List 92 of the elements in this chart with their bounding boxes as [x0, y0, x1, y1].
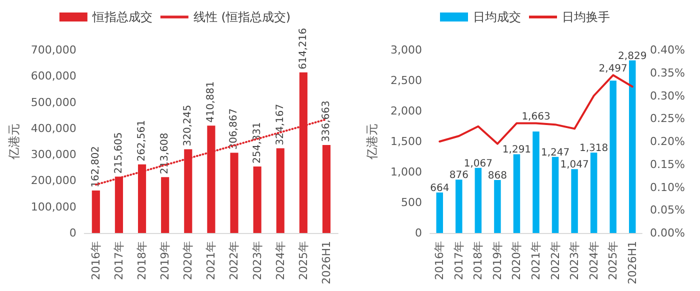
x-tick-label: 2020年	[182, 241, 195, 280]
y-tick-label: 2,500	[390, 74, 422, 87]
y-tick-label: 100,000	[30, 200, 76, 214]
x-tick-label: 2016年	[89, 241, 102, 280]
y-tick-label: 300,000	[30, 148, 76, 162]
y-tick-label: 0	[415, 226, 422, 240]
bar	[610, 80, 616, 233]
x-tick-label: 2025年	[296, 241, 310, 280]
y2-tick-label: 0.05%	[650, 204, 685, 217]
bar	[590, 152, 598, 233]
data-label: 1,067	[464, 158, 492, 170]
y-tick-label: 1,500	[390, 135, 422, 148]
x-tick-label: 2017年	[452, 241, 466, 280]
x-tick-label: 2026H1	[320, 241, 333, 284]
bar	[494, 180, 501, 233]
data-label: 215,605	[113, 132, 124, 174]
y2-tick-label: 0.15%	[650, 158, 685, 171]
bar	[456, 180, 462, 233]
x-tick-label: 2026H1	[626, 241, 639, 284]
data-label: 1,047	[560, 160, 589, 171]
data-label: 664	[430, 182, 450, 194]
legend-label: 线性 (恒指总成交)	[193, 10, 291, 24]
y2-tick-label: 0.00%	[650, 226, 685, 240]
bar	[552, 156, 559, 233]
y-tick-label: 600,000	[30, 70, 76, 83]
bar	[92, 190, 100, 233]
bar	[276, 148, 284, 233]
x-tick-label: 2024年	[274, 241, 287, 280]
data-label: 2,497	[598, 64, 628, 75]
data-label: 324,167	[274, 104, 286, 146]
y-tick-label: 500	[401, 196, 422, 209]
x-tick-label: 2022年	[548, 241, 562, 280]
bar	[628, 60, 636, 233]
y2-tick-label: 0.40%	[650, 44, 685, 56]
data-label: 336,663	[320, 100, 332, 142]
y-tick-label: 1,000	[390, 166, 422, 178]
bar	[571, 169, 578, 233]
data-label: 1,247	[540, 147, 570, 158]
x-tick-label: 2018年	[472, 241, 485, 280]
y-tick-label: 400,000	[30, 122, 76, 135]
legend-label: 日均换手	[562, 10, 610, 24]
data-label: 320,245	[182, 104, 194, 146]
data-label: 614,216	[298, 28, 309, 70]
data-label: 162,802	[90, 146, 102, 188]
y2-tick-label: 0.25%	[650, 112, 685, 126]
x-tick-label: 2021年	[530, 241, 542, 280]
x-tick-label: 2024年	[587, 241, 600, 280]
x-tick-label: 2017年	[112, 241, 126, 280]
data-label: 410,881	[206, 81, 217, 123]
y-tick-label: 2,000	[390, 104, 422, 118]
bar	[322, 144, 331, 233]
data-label: 306,867	[228, 108, 240, 150]
y-axis-title: 亿港元	[7, 124, 21, 160]
x-tick-label: 2023年	[250, 241, 264, 280]
x-tick-label: 2022年	[228, 241, 241, 280]
line-series	[438, 74, 634, 145]
y-tick-label: 500,000	[30, 96, 76, 109]
bar	[513, 154, 520, 233]
bar	[436, 192, 444, 233]
y-tick-label: 700,000	[30, 44, 76, 56]
bar	[230, 152, 238, 233]
data-label: 2,829	[618, 50, 647, 62]
data-label: 1,291	[502, 144, 532, 156]
y-tick-label: 0	[69, 226, 76, 240]
y2-tick-label: 0.20%	[650, 135, 685, 148]
y-tick-label: 200,000	[30, 174, 76, 188]
data-label: 876	[449, 170, 468, 182]
x-tick-label: 2020年	[510, 241, 524, 280]
x-tick-label: 2019年	[490, 241, 504, 280]
y-axis-title: 亿港元	[365, 124, 379, 160]
bar	[161, 177, 170, 233]
bar	[532, 132, 540, 233]
y-tick-label: 3,000	[390, 44, 422, 56]
data-label: 868	[488, 170, 507, 182]
data-label: 262,561	[136, 120, 148, 162]
y2-tick-label: 0.30%	[650, 89, 685, 102]
y2-tick-label: 0.10%	[650, 180, 685, 194]
x-tick-label: 2025年	[606, 241, 620, 280]
x-tick-label: 2018年	[136, 241, 149, 280]
x-tick-label: 2019年	[158, 241, 172, 280]
legend-label: 恒指总成交	[91, 10, 152, 24]
data-label: 1,663	[522, 112, 550, 123]
x-tick-label: 2023年	[568, 241, 582, 280]
x-tick-label: 2016年	[433, 241, 446, 280]
bar	[474, 168, 482, 233]
legend-label: 日均成交	[473, 10, 521, 24]
data-label: 213,608	[160, 132, 171, 174]
data-label: 1,318	[580, 143, 608, 154]
x-tick-label: 2021年	[204, 241, 218, 280]
bar	[253, 166, 262, 233]
data-label: 254,331	[252, 122, 263, 164]
y2-tick-label: 0.35%	[650, 66, 685, 80]
